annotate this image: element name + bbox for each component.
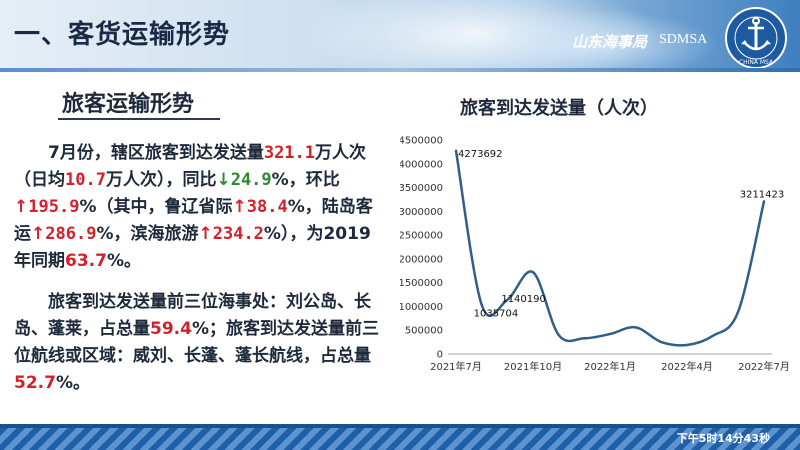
up-arrow-icon: ↑: [232, 197, 247, 217]
text-segment: %，滨海旅游: [96, 224, 199, 244]
slide-title: 一、客货运输形势: [14, 20, 231, 50]
text-segment: 万人次），同比: [105, 170, 217, 190]
text-segment: %），为2019年同期: [14, 224, 371, 271]
top-three-paragraph: 旅客到达发送量前三位海事处：刘公岛、长岛、蓬莱，占总量59.4%；旅客到达发送量…: [14, 289, 382, 397]
header-divider: [0, 68, 800, 72]
china-msa-emblem-icon: CHINA MSA: [725, 7, 787, 68]
value-yoy-change: 24.9: [230, 170, 272, 190]
data-point: [608, 332, 612, 336]
y-tick-label: 2000000: [400, 254, 443, 265]
data-point: [506, 298, 509, 301]
data-point: [711, 334, 714, 338]
data-point: [557, 333, 560, 337]
text-segment: %；旅客到达发送量前三位航线或区域：威刘、长蓬、蓬长航线，占总量: [14, 319, 379, 366]
up-arrow-icon: ↑: [198, 224, 213, 244]
data-label-layer: 4273692 1035704 1140190 3211423: [458, 149, 784, 320]
y-tick-label: 1500000: [400, 278, 443, 289]
data-label: 3211423: [740, 189, 785, 200]
slide-header: 一、客货运输形势 山东海事局 SDMSA CHINA MSA: [0, 0, 800, 68]
y-tick-label: 500000: [405, 326, 443, 337]
series-line: [454, 150, 766, 347]
subtitle-underline: [58, 118, 220, 120]
data-point: [480, 303, 483, 306]
y-tick-label: 3000000: [400, 207, 443, 218]
data-point: [660, 340, 663, 344]
chart-title: 旅客到达发送量（人次）: [460, 98, 658, 119]
text-segment: %。: [106, 251, 141, 271]
value-vs-2019: 63.7: [65, 251, 107, 271]
up-arrow-icon: ↑: [14, 197, 29, 217]
section-subtitle: 旅客运输形势: [62, 92, 195, 117]
value-top-offices-share: 59.4: [150, 319, 192, 339]
emblem-text: CHINA MSA: [739, 59, 774, 66]
data-label: 1035704: [474, 309, 519, 320]
data-point: [634, 326, 637, 329]
y-tick-label: 0: [437, 350, 443, 361]
value-total-passengers: 321.1: [263, 143, 316, 163]
text-segment: %。: [55, 373, 90, 393]
value-daily-average: 10.7: [65, 170, 106, 190]
text-segment: 7月份，辖区旅客到达发送量: [48, 143, 264, 163]
data-point: [454, 149, 458, 152]
y-tick-label: 3500000: [400, 183, 443, 194]
data-label: 1140190: [501, 294, 546, 305]
value-coastal-tourism-change: 234.2: [212, 224, 264, 244]
x-tick-label: 2022年4月: [661, 360, 713, 373]
down-arrow-icon: ↓: [216, 170, 231, 190]
data-point: [583, 337, 586, 340]
x-axis: 2021年7月 2021年10月 2022年1月 2022年4月 2022年7月: [430, 353, 790, 373]
value-top-routes-share: 52.7: [14, 373, 56, 393]
footer-stripe: [0, 424, 800, 428]
y-tick-label: 1000000: [400, 302, 443, 313]
y-tick-label: 2500000: [400, 231, 443, 242]
x-tick-label: 2021年10月: [504, 360, 562, 373]
clock-display: 下午5时14分43秒: [676, 432, 770, 445]
y-axis: 0 500000 1000000 1500000 2000000 2500000 30000…: [400, 136, 443, 361]
data-point: [762, 200, 766, 203]
org-abbreviation: SDMSA: [659, 32, 708, 47]
data-label: 4273692: [458, 149, 503, 160]
up-arrow-icon: ↑: [31, 224, 46, 244]
text-segment: %（其中，鲁辽省际: [79, 197, 233, 217]
x-tick-label: 2022年7月: [738, 360, 790, 373]
value-land-island-change: 286.9: [45, 224, 97, 244]
passenger-summary-paragraph: 7月份，辖区旅客到达发送量321.1万人次（日均10.7万人次），同比↓24.9…: [14, 140, 382, 275]
passenger-line-chart: 0 500000 1000000 1500000 2000000 2500000 30000…: [400, 136, 790, 374]
series-layer: [454, 149, 766, 347]
y-tick-label: 4500000: [400, 136, 443, 147]
y-tick-label: 4000000: [400, 159, 443, 170]
text-segment: %，陆岛客运: [14, 197, 373, 244]
text-segment: %，环比: [271, 170, 340, 190]
data-point: [737, 310, 740, 313]
data-point: [531, 271, 535, 274]
wave-splash-secondary: [460, 10, 720, 68]
x-tick-label: 2021年7月: [430, 360, 482, 373]
data-point: [685, 343, 689, 347]
value-luliao-change: 38.4: [246, 197, 288, 217]
x-tick-label: 2022年1月: [584, 360, 636, 373]
org-name: 山东海事局: [572, 33, 648, 51]
value-mom-change: 195.9: [28, 197, 80, 217]
text-segment: 旅客到达发送量前三位海事处：刘公岛、长岛、蓬莱，占总量: [14, 292, 371, 339]
slide-footer: [0, 428, 800, 450]
text-segment: 万人次（日均: [14, 143, 367, 190]
